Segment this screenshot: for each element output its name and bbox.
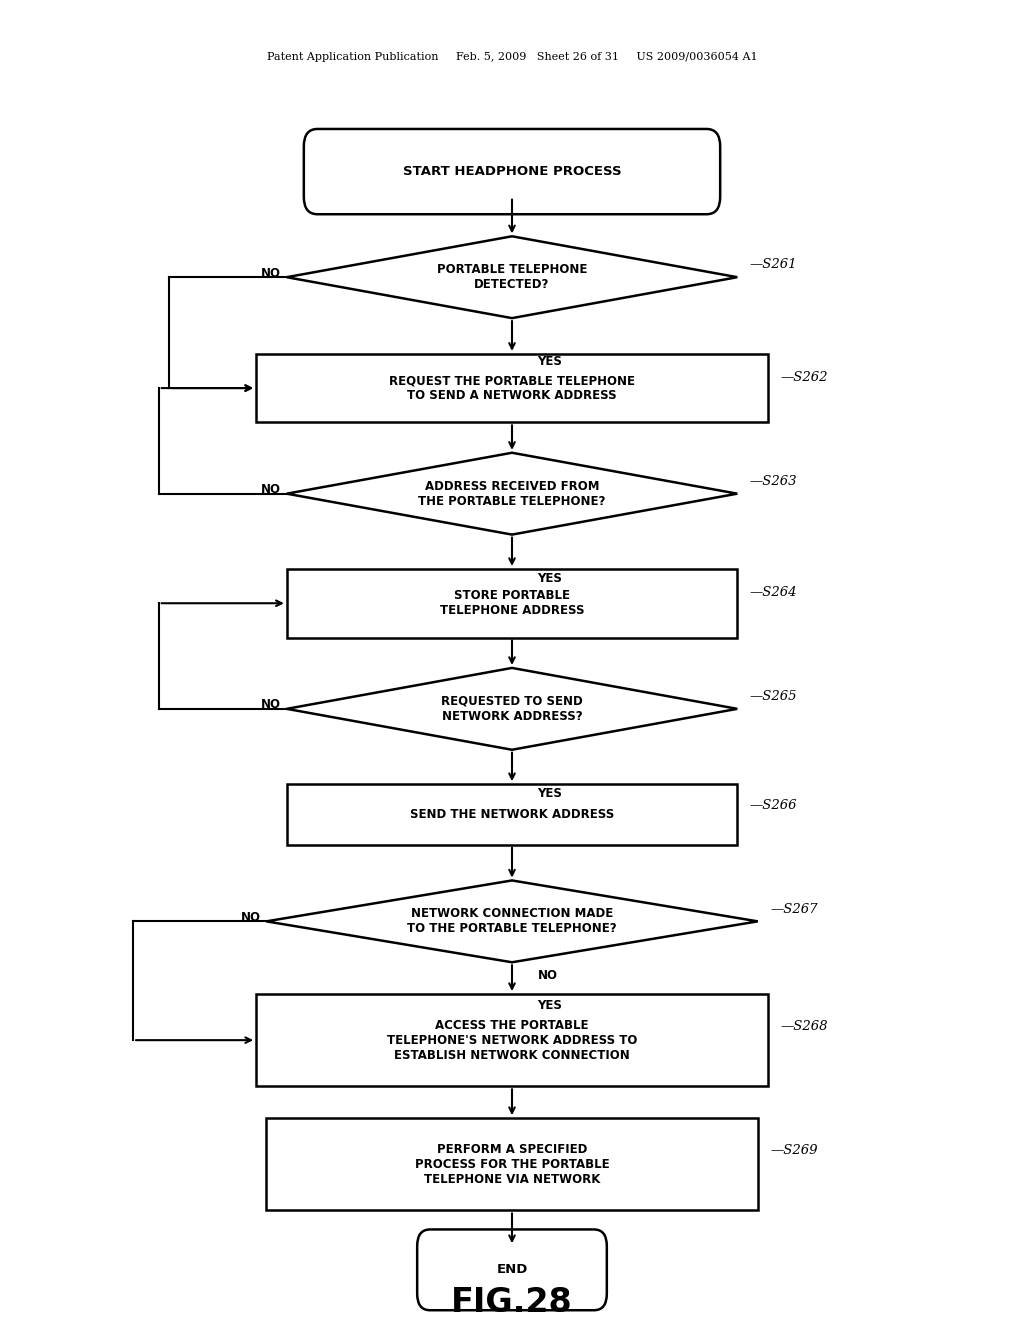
Text: YES: YES bbox=[538, 572, 562, 585]
Text: END: END bbox=[497, 1263, 527, 1276]
Text: FIG.28: FIG.28 bbox=[452, 1286, 572, 1320]
Text: REQUESTED TO SEND
NETWORK ADDRESS?: REQUESTED TO SEND NETWORK ADDRESS? bbox=[441, 694, 583, 723]
Bar bbox=[256, 354, 768, 422]
Text: —S265: —S265 bbox=[750, 690, 797, 704]
Text: REQUEST THE PORTABLE TELEPHONE
TO SEND A NETWORK ADDRESS: REQUEST THE PORTABLE TELEPHONE TO SEND A… bbox=[389, 374, 635, 403]
Text: NO: NO bbox=[261, 698, 282, 711]
Text: —S264: —S264 bbox=[750, 586, 797, 599]
Text: NETWORK CONNECTION MADE
TO THE PORTABLE TELEPHONE?: NETWORK CONNECTION MADE TO THE PORTABLE … bbox=[408, 907, 616, 936]
Text: YES: YES bbox=[538, 787, 562, 800]
Text: —S261: —S261 bbox=[750, 259, 797, 272]
Text: YES: YES bbox=[538, 355, 562, 368]
Bar bbox=[287, 784, 737, 845]
Bar bbox=[266, 1118, 758, 1210]
Text: NO: NO bbox=[261, 267, 282, 280]
Text: —S268: —S268 bbox=[780, 1020, 827, 1032]
Text: —S262: —S262 bbox=[780, 371, 827, 384]
Text: SEND THE NETWORK ADDRESS: SEND THE NETWORK ADDRESS bbox=[410, 808, 614, 821]
FancyBboxPatch shape bbox=[417, 1229, 607, 1311]
Polygon shape bbox=[287, 668, 737, 750]
FancyBboxPatch shape bbox=[304, 129, 720, 214]
Text: PORTABLE TELEPHONE
DETECTED?: PORTABLE TELEPHONE DETECTED? bbox=[437, 263, 587, 292]
Text: —S267: —S267 bbox=[770, 903, 817, 916]
Text: STORE PORTABLE
TELEPHONE ADDRESS: STORE PORTABLE TELEPHONE ADDRESS bbox=[439, 589, 585, 618]
Text: ADDRESS RECEIVED FROM
THE PORTABLE TELEPHONE?: ADDRESS RECEIVED FROM THE PORTABLE TELEP… bbox=[419, 479, 605, 508]
Text: —S266: —S266 bbox=[750, 799, 797, 812]
Text: ACCESS THE PORTABLE
TELEPHONE'S NETWORK ADDRESS TO
ESTABLISH NETWORK CONNECTION: ACCESS THE PORTABLE TELEPHONE'S NETWORK … bbox=[387, 1019, 637, 1061]
Polygon shape bbox=[287, 453, 737, 535]
Bar bbox=[256, 994, 768, 1086]
Text: PERFORM A SPECIFIED
PROCESS FOR THE PORTABLE
TELEPHONE VIA NETWORK: PERFORM A SPECIFIED PROCESS FOR THE PORT… bbox=[415, 1143, 609, 1185]
Text: —S269: —S269 bbox=[770, 1144, 817, 1156]
Text: START HEADPHONE PROCESS: START HEADPHONE PROCESS bbox=[402, 165, 622, 178]
Text: —S263: —S263 bbox=[750, 475, 797, 488]
Text: Patent Application Publication     Feb. 5, 2009   Sheet 26 of 31     US 2009/003: Patent Application Publication Feb. 5, 2… bbox=[266, 51, 758, 62]
Text: NO: NO bbox=[538, 969, 558, 982]
Text: NO: NO bbox=[241, 911, 261, 924]
Bar bbox=[287, 569, 737, 638]
Polygon shape bbox=[287, 236, 737, 318]
Text: YES: YES bbox=[538, 999, 562, 1012]
Polygon shape bbox=[266, 880, 758, 962]
Text: NO: NO bbox=[261, 483, 282, 496]
